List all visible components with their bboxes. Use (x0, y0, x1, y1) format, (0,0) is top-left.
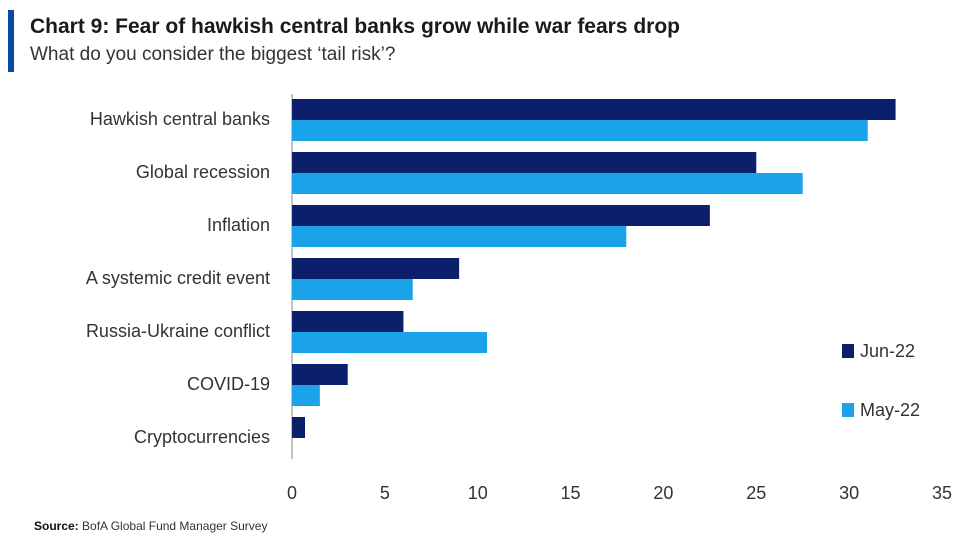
x-tick-label: 10 (468, 483, 488, 503)
category-label: Cryptocurrencies (134, 427, 270, 447)
bar-may-22-0 (292, 120, 868, 141)
source-note: Source: BofA Global Fund Manager Survey (34, 519, 267, 533)
bar-jun-22-6 (292, 417, 305, 438)
x-tick-label: 25 (746, 483, 766, 503)
source-label: Source: (34, 519, 79, 533)
x-tick-label: 35 (932, 483, 952, 503)
category-label: Global recession (136, 162, 270, 182)
bar-may-22-1 (292, 173, 803, 194)
legend-swatch-jun-22 (842, 344, 854, 358)
bar-may-22-2 (292, 226, 627, 247)
bar-jun-22-0 (292, 99, 896, 120)
bar-jun-22-2 (292, 205, 710, 226)
bar-may-22-5 (292, 385, 320, 406)
category-label: A systemic credit event (86, 268, 270, 288)
title-accent-bar (8, 10, 14, 72)
bar-jun-22-1 (292, 152, 757, 173)
bar-may-22-4 (292, 332, 487, 353)
bar-jun-22-4 (292, 311, 404, 332)
source-text: BofA Global Fund Manager Survey (82, 519, 268, 533)
x-tick-label: 0 (287, 483, 297, 503)
chart-subtitle: What do you consider the biggest ‘tail r… (30, 44, 396, 65)
x-tick-label: 20 (653, 483, 673, 503)
category-label: Inflation (207, 215, 270, 235)
x-tick-label: 5 (380, 483, 390, 503)
legend-label: May-22 (860, 400, 920, 420)
legend-label: Jun-22 (860, 341, 915, 361)
x-tick-label: 15 (561, 483, 581, 503)
bar-may-22-3 (292, 279, 413, 300)
bar-jun-22-5 (292, 364, 348, 385)
x-tick-label: 30 (839, 483, 859, 503)
category-label: Hawkish central banks (90, 109, 270, 129)
chart-title: Chart 9: Fear of hawkish central banks g… (30, 15, 681, 38)
legend-swatch-may-22 (842, 403, 854, 417)
category-label: COVID-19 (187, 374, 270, 394)
bar-jun-22-3 (292, 258, 460, 279)
category-label: Russia-Ukraine conflict (86, 321, 270, 341)
